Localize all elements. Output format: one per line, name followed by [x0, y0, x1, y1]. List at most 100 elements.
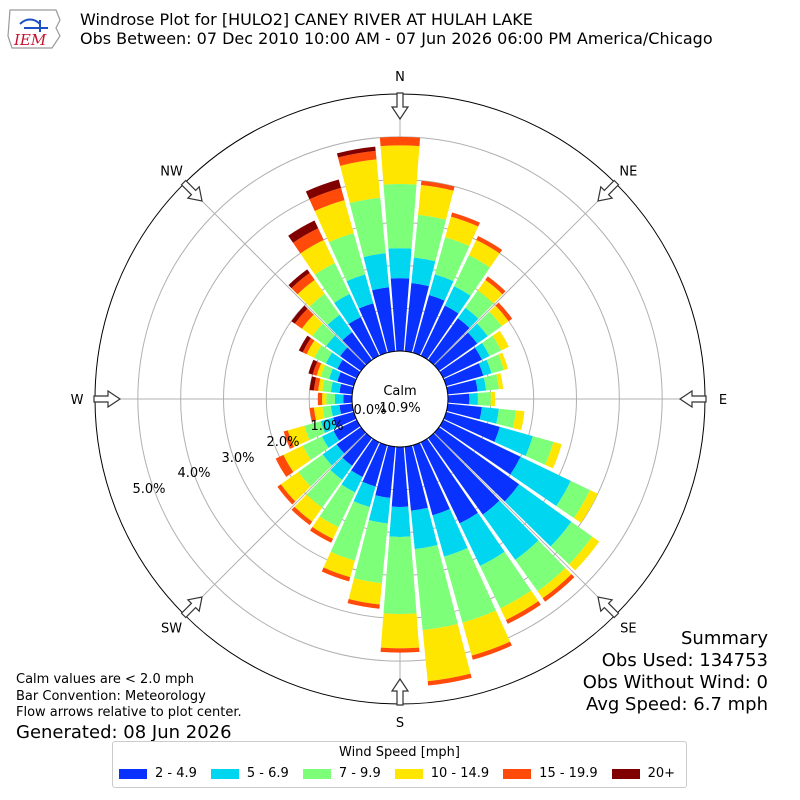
windrose-bar-segment	[504, 484, 572, 547]
summary-avg-speed: Avg Speed: 6.7 mph	[586, 694, 768, 715]
windrose-bar-segment	[337, 359, 361, 379]
windrose-bar-segment	[308, 359, 318, 375]
windrose-bar-segment	[326, 335, 348, 357]
windrose-bar-segment	[383, 183, 417, 249]
windrose-bar-segment	[288, 269, 310, 289]
windrose-bar-segment	[420, 180, 455, 191]
windrose-bar-segment	[327, 314, 353, 341]
flow-arrow-icon	[390, 92, 410, 121]
windrose-bar-segment	[479, 551, 532, 609]
legend-label: 20+	[647, 766, 676, 781]
windrose-bar-segment	[372, 287, 396, 353]
windrose-bar-segment	[343, 394, 353, 404]
windrose-chart: Calm 10.9%0.0% 1.0% 2.0% 3.0% 4.0% 5.0% N NE E SE S…	[71, 70, 728, 731]
flow-arrow-icon	[678, 389, 707, 409]
windrose-bar-segment	[306, 340, 322, 358]
windrose-bar-segment	[293, 228, 324, 254]
windrose-bar-segment	[288, 220, 319, 243]
direction-label-se: SE	[620, 621, 636, 636]
windrose-bar-segment	[309, 187, 345, 211]
radial-tick-label: 4.0%	[177, 466, 210, 481]
legend-label: 10 - 14.9	[430, 766, 490, 781]
iem-logo[interactable]: IEM	[4, 6, 66, 56]
legend-label: 5 - 6.9	[246, 766, 289, 781]
chart-overlay: Calm 10.9%0.0% 1.0% 2.0% 3.0% 4.0% 5.0% N NE E SE S…	[71, 70, 728, 731]
chart-title: Windrose Plot for [HULO2] CANEY RIVER AT…	[80, 10, 533, 29]
windrose-bar-segment	[317, 392, 323, 406]
windrose-bar-segment	[316, 363, 326, 377]
windrose-bar-segment	[280, 471, 311, 502]
windrose-bar-segment	[312, 361, 322, 376]
flow-arrow-shape	[678, 389, 707, 409]
flow-arrow-shape	[180, 596, 203, 619]
windrose-bar-segment	[330, 501, 370, 561]
windrose-bar-segment	[485, 276, 506, 295]
windrose-bar-segment	[439, 419, 521, 475]
windrose-bar-segment	[363, 253, 390, 291]
windrose-bar-segment	[312, 516, 339, 539]
windrose-bar-segment	[550, 521, 593, 565]
note-convention: Bar Convention: Meteorology	[16, 688, 206, 704]
windrose-bar-segment	[515, 540, 566, 592]
windrose-bar-segment	[302, 338, 315, 355]
windrose-bar-segment	[468, 239, 500, 268]
note-flow: Flow arrows relative to plot center.	[16, 705, 242, 720]
windrose-bar-segment	[305, 179, 342, 200]
windrose-bar-segment	[474, 342, 490, 360]
windrose-bar-segment	[336, 426, 366, 454]
windrose-bar-segment	[537, 567, 572, 599]
windrose-bar-segment	[443, 411, 500, 442]
windrose-bar-segment	[302, 436, 329, 460]
windrose-bar-segment	[309, 526, 333, 543]
legend-items: 2 - 4.9 5 - 6.9 7 - 9.9 10 - 14.9 15 - 19.9 2…	[119, 766, 689, 781]
windrose-bar-segment	[490, 391, 496, 407]
windrose-bar-segment	[294, 308, 314, 329]
windrose-bar-segment	[339, 383, 354, 395]
windrose-bar-segment	[298, 454, 333, 487]
legend-swatch	[302, 768, 331, 779]
direction-label-n: N	[395, 70, 405, 85]
windrose-bar-segment	[368, 495, 391, 524]
radial-tick-label: 3.0%	[221, 451, 254, 466]
windrose-bar-segment	[498, 352, 509, 370]
windrose-bar-segment	[510, 456, 571, 506]
windrose-bar-segment	[348, 317, 380, 360]
windrose-bar-segment	[320, 365, 333, 380]
windrose-bar-segment	[309, 293, 340, 325]
windrose-bar-segment	[304, 421, 326, 441]
legend-item: 15 - 19.9	[503, 766, 598, 781]
windrose-bar-segment	[389, 506, 411, 537]
windrose-bar-segment	[390, 278, 410, 352]
windrose-bar-segment	[568, 536, 600, 571]
windrose-bar-segment	[434, 426, 520, 502]
flow-arrow-shape	[597, 596, 620, 619]
windrose-bar-segment	[322, 379, 333, 393]
windrose-bar-segment	[320, 417, 337, 433]
windrose-bar-segment	[346, 274, 374, 309]
calm-label: Calm	[383, 384, 416, 399]
windrose-bar-segment	[351, 438, 380, 478]
windrose-bar-segment	[545, 441, 562, 469]
windrose-bar-segment	[427, 433, 500, 515]
windrose-bar-segment	[512, 410, 525, 431]
windrose-bar-segment	[337, 372, 357, 387]
windrose-bar-segment	[301, 314, 323, 337]
windrose-bar-segment	[412, 442, 450, 516]
windrose-bar-segment	[457, 307, 479, 328]
flow-arrow-shape	[597, 179, 620, 202]
windrose-bar-segment	[471, 641, 512, 660]
windrose-bar-segment	[505, 601, 541, 624]
legend-swatch	[503, 768, 532, 779]
legend-title: Wind Speed [mph]	[339, 745, 460, 760]
windrose-bar-segment	[422, 623, 471, 682]
windrose-bar-segment	[482, 335, 502, 357]
windrose-bar-segment	[339, 403, 354, 415]
windrose-bar-segment	[283, 445, 311, 473]
windrose-bar-segment	[323, 551, 355, 578]
windrose-bar-segment	[420, 438, 478, 524]
windrose-bar-segment	[321, 430, 340, 448]
windrose-bar-segment	[446, 403, 482, 420]
windrose-bar-segment	[496, 408, 516, 428]
legend-swatch	[394, 768, 423, 779]
windrose-bar-segment	[478, 359, 492, 376]
